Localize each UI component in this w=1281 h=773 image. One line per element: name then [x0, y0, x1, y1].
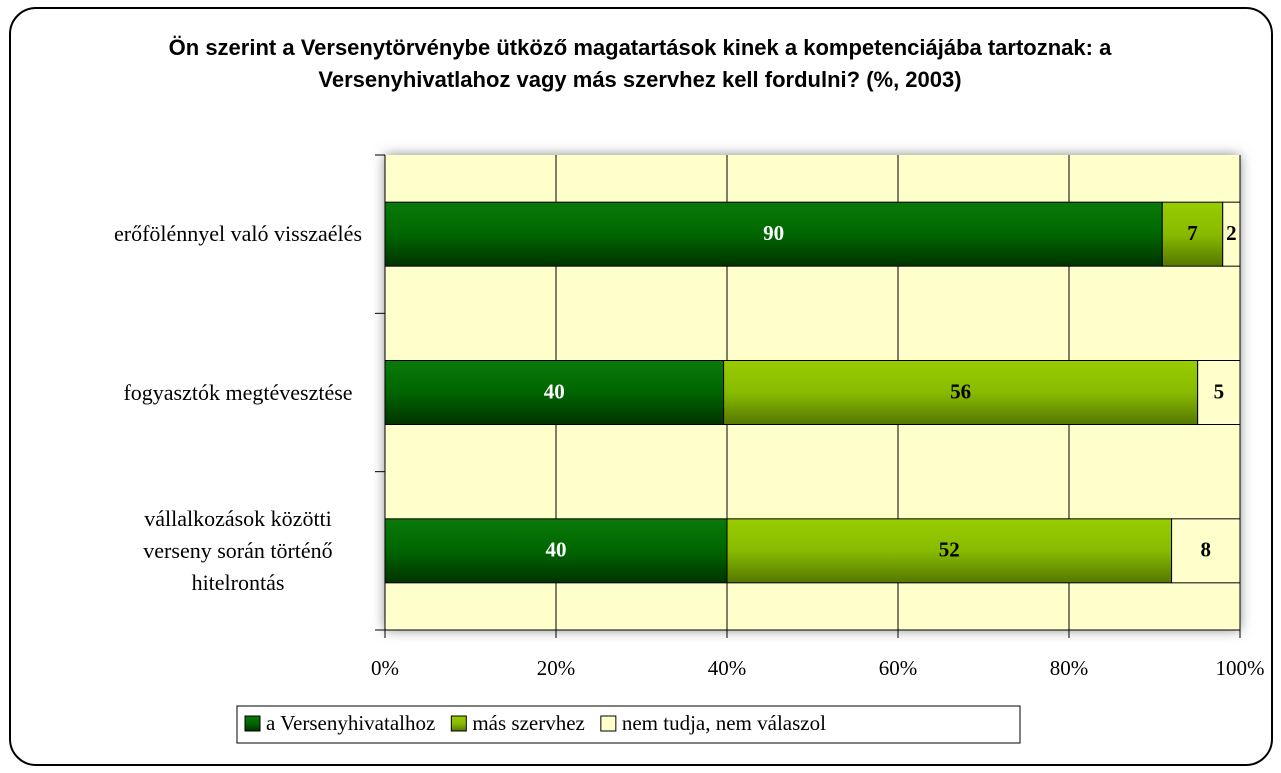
- x-tick-label: 60%: [879, 656, 918, 680]
- legend-box: [236, 705, 1021, 744]
- data-label: 40: [544, 379, 565, 403]
- bar: [1197, 360, 1241, 425]
- y-tick-label: fogyasztók megtévesztése: [123, 379, 353, 405]
- x-tick-label: 0%: [371, 656, 399, 680]
- data-label: 8: [1201, 538, 1212, 562]
- data-label: 40: [546, 538, 567, 562]
- chart-title: Ön szerint a Versenytörvénybe ütköző mag…: [168, 35, 1112, 92]
- bar: [1171, 518, 1241, 584]
- data-label: 2: [1226, 221, 1237, 245]
- data-label: 7: [1187, 221, 1198, 245]
- legend-swatch: [450, 715, 467, 732]
- legend-swatch: [600, 715, 617, 732]
- bar: [1222, 201, 1241, 267]
- x-tick-label: 80%: [1050, 656, 1089, 680]
- bar: [384, 518, 728, 584]
- data-label: 56: [950, 379, 971, 403]
- data-label: 52: [939, 538, 960, 562]
- bar: [726, 518, 1173, 584]
- bar: [1161, 201, 1224, 267]
- x-tick-label: 100%: [1216, 656, 1265, 680]
- x-tick-label: 20%: [537, 656, 576, 680]
- bar: [723, 360, 1199, 425]
- bar: [384, 360, 725, 425]
- y-tick-label: erőfölénnyel való visszaélés: [113, 221, 362, 247]
- data-label: 90: [763, 221, 784, 245]
- x-tick-label: 40%: [708, 656, 747, 680]
- data-label: 5: [1214, 379, 1225, 403]
- legend-label: nem tudja, nem válaszol: [622, 711, 826, 735]
- legend-label: más szervhez: [472, 711, 585, 735]
- bar: [384, 201, 1163, 267]
- legend-label: a Versenyhivatalhoz: [266, 711, 435, 735]
- y-tick-label: vállalkozások közötti verseny során tört…: [143, 505, 333, 595]
- legend-swatch: [244, 715, 261, 732]
